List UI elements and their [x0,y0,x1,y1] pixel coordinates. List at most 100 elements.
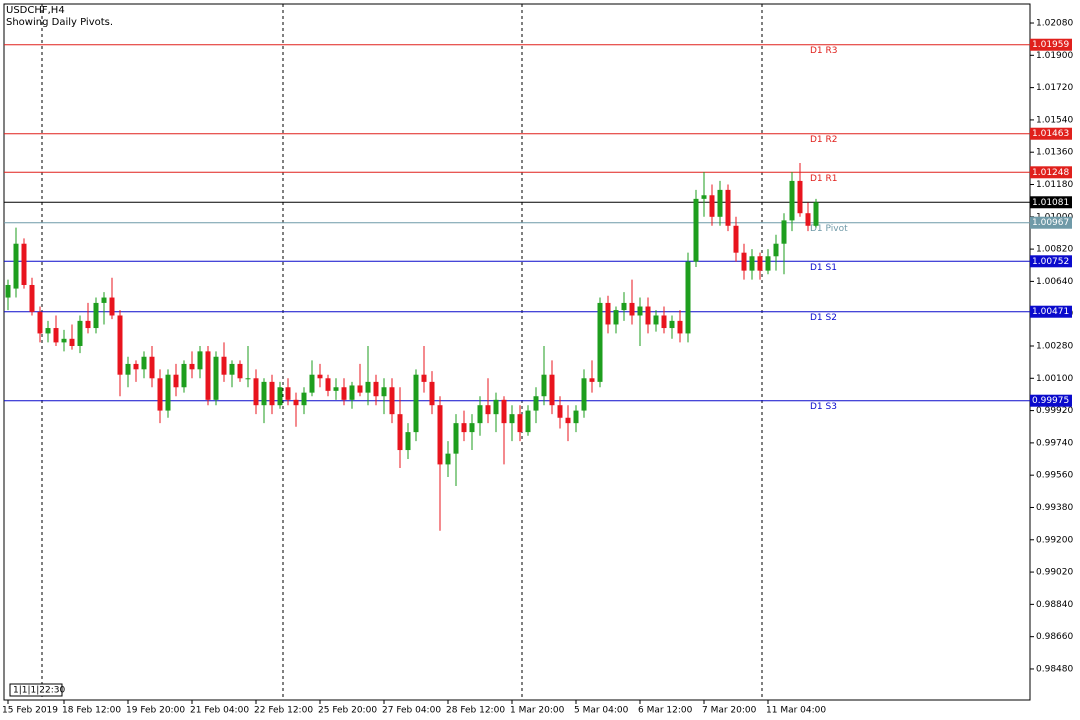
candle-body [349,385,355,400]
pivot-box [1030,216,1072,229]
candle-body [773,243,779,257]
candle-body [757,256,763,271]
candle-body [325,378,331,391]
pivot-label: D1 S2 [810,313,837,323]
candle-body [509,414,515,424]
candle-body [77,320,83,346]
y-tick-label: 0.99020 [1036,568,1073,578]
candle-body [693,198,699,262]
candle-body [21,243,27,285]
candle-body [213,356,219,400]
x-tick-label: 19 Feb 20:00 [126,706,185,716]
candle-body [781,220,787,244]
candle-body [373,381,379,397]
candle-body [365,381,371,393]
x-tick-label: 11 Mar 04:00 [766,706,826,716]
candle-body [189,363,195,370]
y-tick-label: 1.01360 [1036,148,1073,158]
candle-body [277,387,283,406]
x-tick-label: 1 Mar 20:00 [510,706,565,716]
pivot-value: 1.00752 [1032,257,1069,267]
candle-body [117,315,123,375]
y-tick-label: 0.99920 [1036,406,1073,416]
candle-body [125,363,131,375]
candle-body [637,306,643,316]
pivot-label: D1 Pivot [810,224,848,234]
candle-body [237,363,243,379]
candle-body [141,356,147,370]
candle-body [597,302,603,382]
y-tick-label: 1.01180 [1036,180,1073,190]
pivot-box [1030,38,1072,51]
candle-body [61,338,67,343]
candle-body [581,378,587,411]
pivot-box [1030,166,1072,179]
candle-body [557,405,563,418]
candle-body [477,405,483,424]
candle-body [605,302,611,325]
candle-body [293,399,299,406]
candle-body [245,378,251,380]
candle-body [461,423,467,433]
candle-body [661,315,667,329]
candle-body [469,423,475,433]
y-tick-label: 1.01900 [1036,51,1073,61]
candle-body [741,252,747,271]
candle-body [629,302,635,316]
candle-body [493,399,499,415]
candle-body [541,374,547,397]
candle-body [381,387,387,397]
candle-body [645,306,651,325]
pivot-value: 0.99975 [1032,396,1069,406]
candle-body [13,243,19,289]
candle-body [101,297,107,303]
candle-body [533,396,539,411]
candle-body [221,356,227,375]
candle-body [269,381,275,406]
candle-body [85,320,91,329]
candle-body [341,387,347,400]
candle-body [437,405,443,465]
y-tick-label: 1.00820 [1036,245,1073,255]
pivot-value: 1.01248 [1032,168,1069,178]
candle-body [765,256,771,271]
price-box [1030,196,1072,209]
candle-body [453,423,459,454]
candle-body [573,410,579,424]
candle-body [165,374,171,411]
y-tick-label: 0.98840 [1036,600,1073,610]
candle-body [621,302,627,311]
candle-body [717,189,723,217]
pivot-label: D1 S3 [810,402,837,412]
candle-body [565,417,571,424]
candle-body [357,385,363,393]
pivot-box [1030,255,1072,268]
candle-body [517,414,523,433]
candle-body [197,351,203,370]
candle-body [445,453,451,465]
candle-body [669,320,675,329]
candle-body [733,225,739,253]
candle-body [709,195,715,217]
y-tick-label: 0.98480 [1036,664,1073,674]
candle-body [301,392,307,406]
pivot-box [1030,394,1072,407]
x-tick-label: 27 Feb 04:00 [382,706,441,716]
candle-body [685,261,691,334]
candle-body [397,414,403,451]
candle-body [389,387,395,415]
candle-body [93,302,99,329]
candle-body [133,363,139,370]
candle-body [797,180,803,214]
pivot-label: D1 S1 [810,263,837,273]
pivot-label: D1 R3 [810,46,838,56]
pivot-value: 1.01463 [1032,129,1069,139]
candle-body [53,328,59,343]
y-tick-label: 1.01540 [1036,115,1073,125]
candle-body [309,374,315,393]
y-tick-label: 0.99380 [1036,503,1073,513]
x-tick-label: 15 Feb 2019 [2,706,58,716]
candle-body [261,381,267,406]
candle-body [805,213,811,226]
